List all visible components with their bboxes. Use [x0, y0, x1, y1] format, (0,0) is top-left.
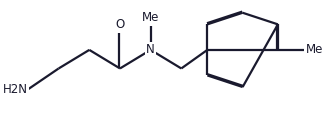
Text: Me: Me	[142, 11, 159, 24]
Text: O: O	[115, 18, 124, 31]
Text: N: N	[146, 43, 155, 56]
Text: Me: Me	[306, 43, 323, 56]
Text: H2N: H2N	[3, 83, 28, 96]
